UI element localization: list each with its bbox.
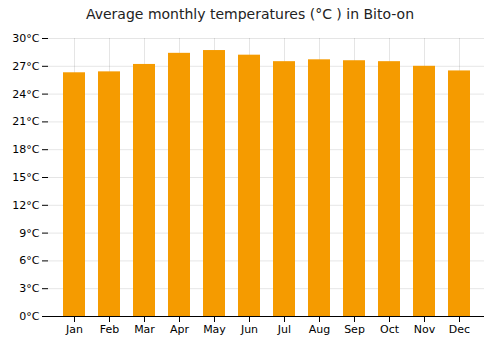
svg-text:Jan: Jan	[65, 323, 83, 336]
svg-text:Jun: Jun	[240, 323, 258, 336]
svg-text:Apr: Apr	[170, 323, 190, 336]
svg-text:9°C: 9°C	[19, 227, 39, 240]
svg-text:May: May	[203, 323, 226, 336]
svg-text:Aug: Aug	[309, 323, 330, 336]
svg-text:Oct: Oct	[380, 323, 400, 336]
svg-text:12°C: 12°C	[12, 199, 39, 212]
svg-text:Mar: Mar	[134, 323, 155, 336]
html-text:Average monthly temperatures (: Average monthly temperatures (°C ) in Bi…	[85, 6, 415, 22]
svg-text:21°C: 21°C	[12, 115, 39, 128]
svg-text:3°C: 3°C	[19, 282, 39, 295]
svg-text:27°C: 27°C	[12, 60, 39, 73]
svg-text:15°C: 15°C	[12, 171, 39, 184]
svg-text:Dec: Dec	[449, 323, 470, 336]
svg-text:Sep: Sep	[344, 323, 365, 336]
svg-text:6°C: 6°C	[19, 254, 39, 267]
svg-text:24°C: 24°C	[12, 88, 39, 101]
svg-text:18°C: 18°C	[12, 143, 39, 156]
svg-text:Jul: Jul	[277, 323, 291, 336]
svg-text:Nov: Nov	[414, 323, 436, 336]
svg-text:30°C: 30°C	[12, 32, 39, 45]
svg-text:Feb: Feb	[100, 323, 119, 336]
svg-text:0°C: 0°C	[19, 310, 39, 323]
